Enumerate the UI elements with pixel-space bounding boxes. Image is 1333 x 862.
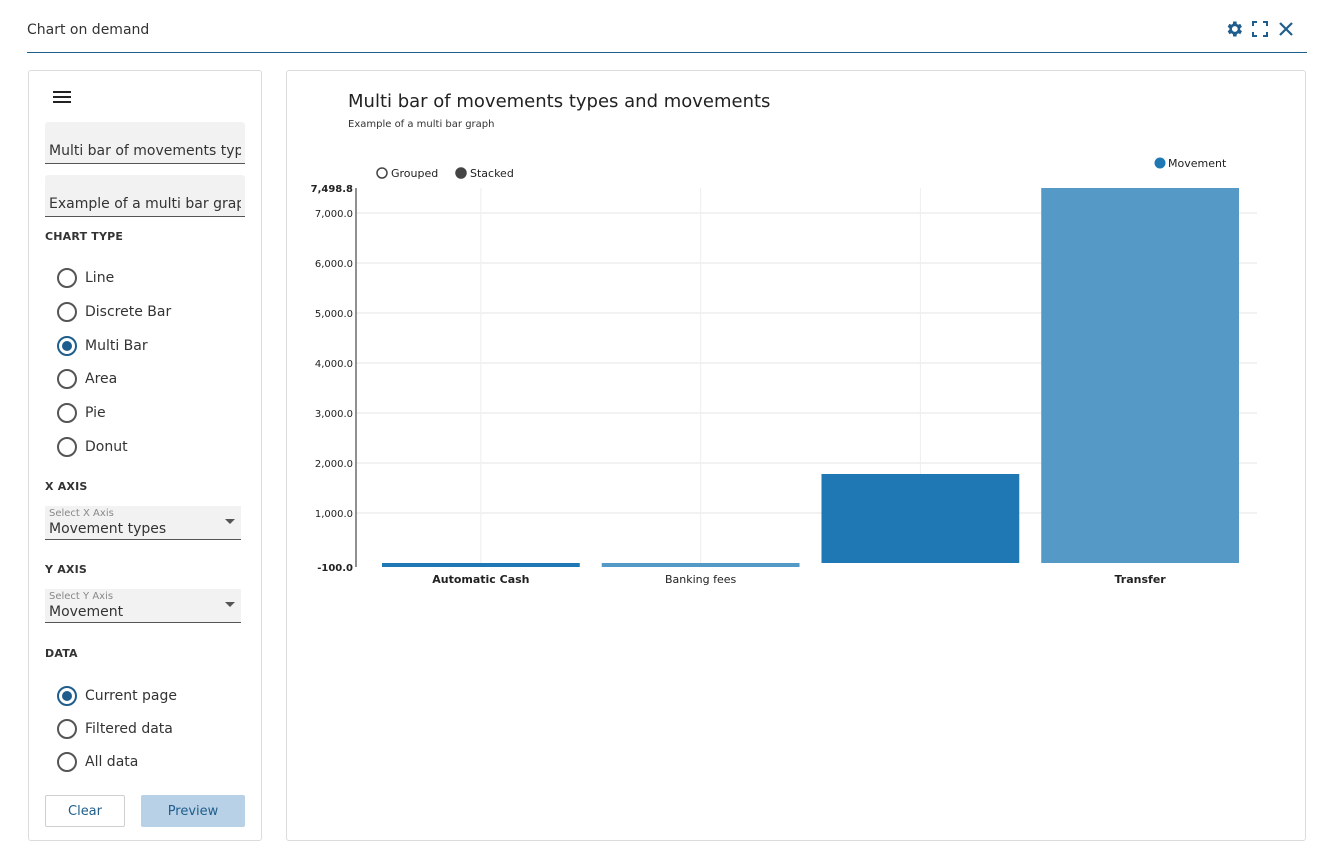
- chart-type-pie[interactable]: Pie: [57, 401, 106, 425]
- x-tick-label: Transfer: [1115, 573, 1167, 586]
- subtitle-field[interactable]: [45, 175, 245, 216]
- stacked-label: Stacked: [470, 167, 514, 180]
- y-min-label: -100.0: [317, 563, 353, 574]
- radio-button[interactable]: [57, 336, 77, 356]
- config-panel: CHART TYPE Line Discrete Bar Multi Bar A…: [28, 70, 262, 841]
- chart-type-donut[interactable]: Donut: [57, 435, 128, 459]
- chart-subtitle: Example of a multi bar graph: [348, 119, 495, 130]
- y-max-label: 7,498.8: [311, 184, 353, 195]
- y-tick-label: 1,000.0: [315, 509, 353, 520]
- radio-label: Pie: [85, 405, 106, 421]
- radio-button[interactable]: [57, 369, 77, 389]
- legend-label: Movement: [1168, 157, 1227, 170]
- x-axis-heading: X AXIS: [45, 480, 88, 493]
- radio-label: Current page: [85, 688, 177, 704]
- fullscreen-icon[interactable]: [1249, 18, 1271, 40]
- menu-icon[interactable]: [51, 88, 73, 106]
- chart-type-heading: CHART TYPE: [45, 230, 124, 243]
- radio-label: Donut: [85, 439, 128, 455]
- y-axis-heading: Y AXIS: [45, 563, 88, 576]
- bar: [381, 563, 580, 567]
- radio-label: Area: [85, 371, 118, 387]
- title-field-wrap: [45, 122, 245, 164]
- x-axis-value: Movement types: [49, 521, 167, 537]
- bar: [1041, 188, 1240, 563]
- chart-type-area[interactable]: Area: [57, 367, 117, 391]
- radio-button[interactable]: [57, 268, 77, 288]
- radio-button[interactable]: [57, 719, 77, 739]
- grouped-label: Grouped: [391, 167, 438, 180]
- data-heading: DATA: [45, 647, 78, 660]
- x-tick-label: Automatic Cash: [432, 573, 529, 586]
- radio-label: All data: [85, 754, 139, 770]
- top-bar: Chart on demand: [27, 0, 1307, 53]
- y-tick-label: 6,000.0: [315, 259, 353, 270]
- clear-button[interactable]: Clear: [45, 795, 125, 827]
- chart-plot: 1,000.0 2,000.0 3,000.0 4,000.0 5,000.0 6,000…: [311, 157, 1257, 586]
- chart-type-multi-bar[interactable]: Multi Bar: [57, 334, 148, 358]
- stacked-toggle[interactable]: [455, 167, 467, 179]
- y-tick-label: 5,000.0: [315, 309, 353, 320]
- radio-button[interactable]: [57, 752, 77, 772]
- data-current-page[interactable]: Current page: [57, 684, 177, 708]
- close-icon[interactable]: [1275, 18, 1297, 40]
- grouped-toggle[interactable]: [376, 167, 388, 179]
- y-axis-hint: Select Y Axis: [49, 591, 114, 602]
- radio-button[interactable]: [57, 686, 77, 706]
- bar: [821, 473, 1020, 563]
- y-axis-value: Movement: [49, 604, 124, 620]
- chart-title: Multi bar of movements types and movemen…: [348, 91, 771, 112]
- x-axis-select[interactable]: Select X Axis Movement types: [45, 506, 241, 540]
- chevron-down-icon: [225, 519, 235, 524]
- data-filtered[interactable]: Filtered data: [57, 717, 173, 741]
- window-controls: [1223, 18, 1297, 40]
- preview-button[interactable]: Preview: [141, 795, 245, 827]
- title-field[interactable]: [45, 122, 245, 163]
- legend-marker[interactable]: [1154, 157, 1166, 169]
- app-title: Chart on demand: [27, 22, 150, 38]
- chart-card: Multi bar of movements types and movemen…: [286, 70, 1306, 841]
- y-tick-label: 3,000.0: [315, 409, 353, 420]
- y-tick-label: 7,000.0: [315, 209, 353, 220]
- chart-type-line[interactable]: Line: [57, 266, 114, 290]
- radio-label: Discrete Bar: [85, 304, 172, 320]
- radio-label: Filtered data: [85, 721, 173, 737]
- radio-button[interactable]: [57, 403, 77, 423]
- x-axis-hint: Select X Axis: [49, 508, 114, 519]
- radio-button[interactable]: [57, 437, 77, 457]
- chart-type-discrete-bar[interactable]: Discrete Bar: [57, 300, 171, 324]
- bar: [601, 563, 800, 567]
- subtitle-field-wrap: [45, 175, 245, 217]
- y-axis-select[interactable]: Select Y Axis Movement: [45, 589, 241, 623]
- y-tick-label: 2,000.0: [315, 459, 353, 470]
- radio-button[interactable]: [57, 302, 77, 322]
- data-all[interactable]: All data: [57, 750, 138, 774]
- y-tick-label: 4,000.0: [315, 359, 353, 370]
- chevron-down-icon: [225, 602, 235, 607]
- radio-label: Multi Bar: [85, 338, 148, 354]
- gear-icon[interactable]: [1223, 18, 1245, 40]
- radio-label: Line: [85, 270, 115, 286]
- x-tick-label: Banking fees: [665, 573, 737, 586]
